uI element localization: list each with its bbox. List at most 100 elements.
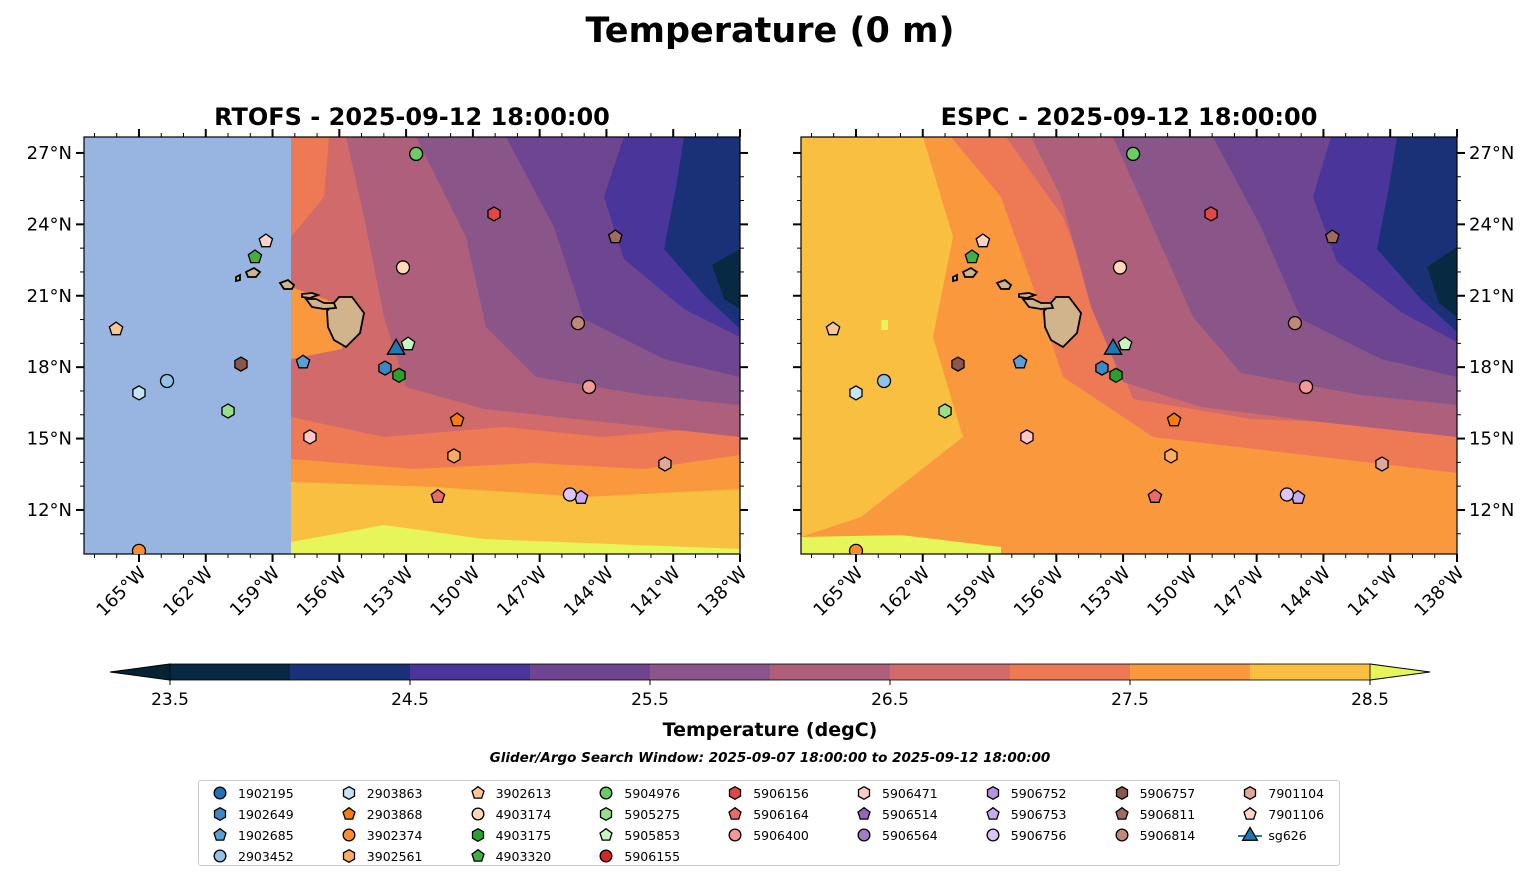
lat-tick-label: 12°N	[1469, 500, 1514, 521]
temperature-contour	[801, 137, 1457, 554]
lon-tick-label: 156°W	[1010, 563, 1068, 621]
hexagon-marker-icon	[857, 785, 871, 801]
legend-item-sg626: sg626	[1238, 826, 1307, 844]
temperature-contour	[801, 137, 963, 537]
circle-marker-icon	[471, 807, 485, 821]
platform-marker-5905275	[938, 403, 952, 419]
platform-marker-5906814	[1287, 315, 1303, 331]
legend-label: sg626	[1268, 827, 1307, 843]
panel-title: RTOFS - 2025-09-12 18:00:00	[214, 103, 610, 131]
circle-marker-icon	[213, 786, 227, 800]
lat-tick-label: 24°N	[27, 214, 72, 235]
pentagon-marker-icon	[986, 806, 1000, 820]
platform-marker-4903175	[392, 367, 406, 384]
legend-label: 2903863	[366, 785, 423, 801]
circle-marker-icon	[857, 828, 871, 842]
temperature-contour	[712, 249, 740, 309]
platform-marker-1902649	[1095, 360, 1109, 376]
lat-tick-label: 24°N	[1469, 214, 1514, 235]
colorbar-bin	[290, 664, 411, 680]
triangle-marker-icon	[1238, 826, 1263, 841]
temperature-field	[84, 137, 740, 554]
temperature-contour	[1427, 247, 1457, 317]
colorbar-tick-label: 24.5	[391, 690, 429, 710]
pentagon-marker-icon	[470, 785, 485, 799]
platform-marker-5906814	[570, 315, 586, 331]
platform-marker-5905853	[400, 336, 416, 351]
hexagon-marker-icon	[1244, 785, 1257, 801]
island-land	[961, 266, 979, 278]
legend-label: 1902195	[238, 785, 294, 801]
colorbar-tick-label: 28.5	[1351, 690, 1389, 710]
legend-item-1902685: 1902685	[208, 826, 294, 844]
lat-tick-label: 21°N	[27, 286, 72, 307]
pentagon-marker-icon	[1114, 806, 1129, 820]
legend-marker	[857, 828, 871, 842]
legend-marker	[213, 827, 227, 841]
legend-marker	[1114, 806, 1129, 820]
lat-tick-label: 27°N	[27, 143, 72, 164]
lon-tick-label: 153°W	[360, 563, 418, 621]
legend-label: 2903868	[366, 806, 423, 822]
legend-item-1902195: 1902195	[208, 784, 294, 802]
platform-marker-2903863	[132, 385, 146, 401]
legend-marker	[986, 806, 1000, 820]
lat-tick-label: 27°N	[1469, 143, 1514, 164]
temperature-contour	[291, 137, 329, 237]
legend-item-5906156: 5906156	[723, 784, 809, 802]
legend-item-3902613: 3902613	[466, 784, 551, 802]
lon-tick-label: 165°W	[809, 563, 867, 621]
legend-marker	[986, 828, 1000, 842]
legend-marker	[213, 806, 227, 822]
platform-marker-3902613	[108, 321, 124, 336]
platform-marker-7901106	[258, 233, 274, 248]
legend-marker	[728, 806, 742, 820]
legend-marker	[342, 806, 356, 820]
island-land	[301, 292, 321, 299]
legend-item-3902561: 3902561	[337, 847, 423, 865]
platform-marker-5905275	[221, 403, 235, 419]
legend-label: 3902561	[366, 848, 423, 864]
legend-item-5906756: 5906756	[981, 826, 1066, 844]
legend-marker	[1241, 826, 1259, 841]
legend-marker	[471, 807, 485, 821]
island-land	[995, 278, 1013, 290]
lon-tick-label: 153°W	[1077, 563, 1135, 621]
legend-item-5904976: 5904976	[594, 784, 680, 802]
hexagon-marker-icon	[600, 806, 613, 822]
island-land	[244, 266, 262, 278]
map-panel-espc: ESPC - 2025-09-12 18:00:00 165°W 162°W 159°…	[793, 103, 1514, 621]
circle-marker-icon	[342, 828, 356, 842]
lon-tick-label: 138°W	[693, 563, 751, 621]
platform-marker-3902561	[447, 448, 461, 464]
legend-item-2903868: 2903868	[337, 805, 423, 823]
legend-label: 1902649	[238, 806, 294, 822]
legend-label: 7901106	[1268, 806, 1325, 822]
lat-tick-label: 12°N	[27, 500, 72, 521]
platform-marker-5906156	[1204, 206, 1218, 222]
platform-marker-1902685	[295, 354, 311, 369]
pentagon-marker-icon	[728, 806, 742, 820]
legend-marker	[599, 827, 614, 841]
legend-marker	[986, 785, 999, 801]
circle-marker-icon	[1115, 828, 1129, 842]
colorbar-bin	[1010, 664, 1131, 680]
panel-title: ESPC - 2025-09-12 18:00:00	[941, 103, 1318, 131]
map-frame	[800, 136, 1458, 555]
legend-label: 4903175	[495, 827, 552, 843]
legend-marker	[471, 827, 484, 843]
pentagon-marker-icon	[470, 848, 485, 862]
hexagon-marker-icon	[342, 848, 355, 864]
lon-tick-label: 159°W	[226, 563, 284, 621]
island-land	[278, 278, 296, 290]
platform-markers	[825, 146, 1389, 554]
legend-marker	[1115, 785, 1128, 801]
legend-label: 5906811	[1139, 806, 1196, 822]
lon-tick-label: 162°W	[876, 563, 934, 621]
lon-tick-label: 150°W	[1143, 563, 1201, 621]
legend-marker	[857, 785, 871, 801]
legend-marker	[342, 785, 355, 801]
lon-tick-label: 141°W	[627, 563, 685, 621]
legend-label: 7901104	[1268, 785, 1325, 801]
platform-marker-5906164	[1147, 488, 1163, 503]
